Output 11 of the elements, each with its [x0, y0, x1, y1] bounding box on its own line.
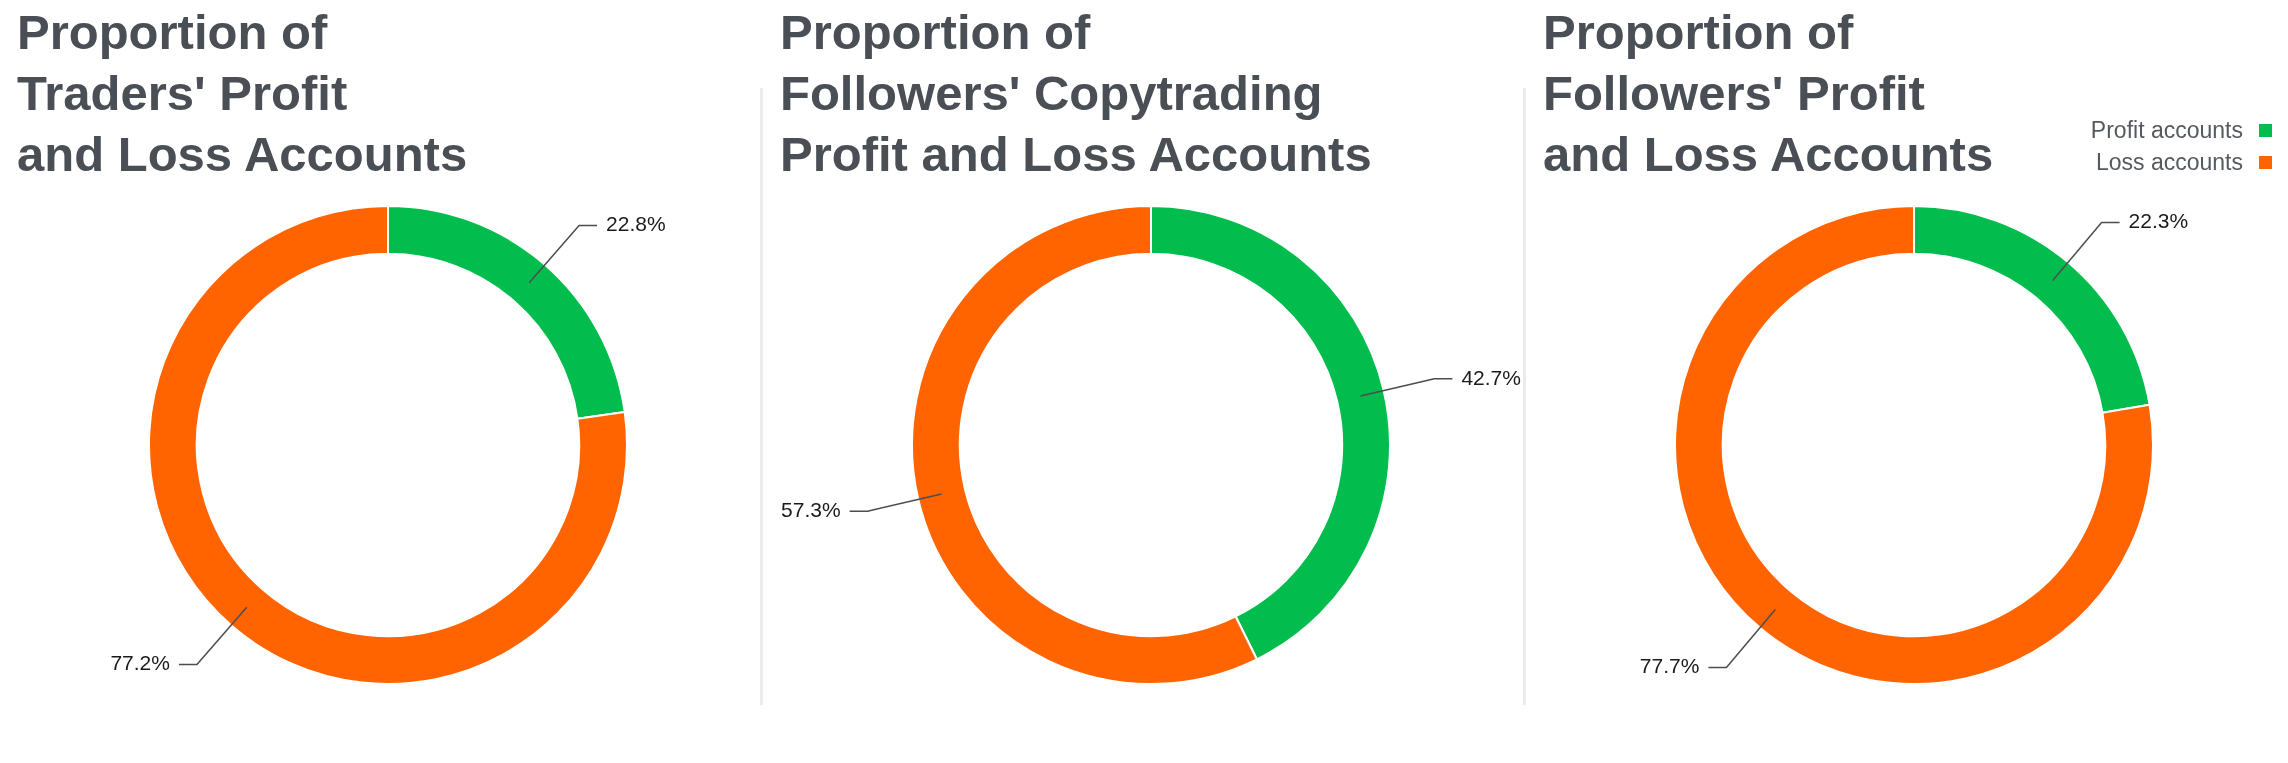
- data-label: 77.7%: [1639, 654, 1700, 678]
- data-label: 57.3%: [781, 497, 841, 521]
- chart-title: Proportion of Traders' Profit and Loss Accounts: [17, 4, 468, 183]
- data-label: 42.7%: [1461, 365, 1521, 389]
- data-label: 77.2%: [110, 651, 170, 675]
- data-label: 22.3%: [2128, 209, 2189, 233]
- chart-title: Proportion of Followers' Profit and Loss Accounts: [1543, 4, 1994, 183]
- legend-label: Profit accounts: [2090, 116, 2243, 144]
- legend-label: Loss accounts: [2095, 148, 2243, 176]
- chart-title: Proportion of Followers' Copytrading Profit and Loss Accounts: [780, 4, 1372, 183]
- data-label: 22.8%: [606, 212, 666, 236]
